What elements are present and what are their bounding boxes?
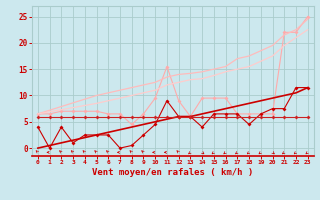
X-axis label: Vent moyen/en rafales ( km/h ): Vent moyen/en rafales ( km/h ) <box>92 168 253 177</box>
